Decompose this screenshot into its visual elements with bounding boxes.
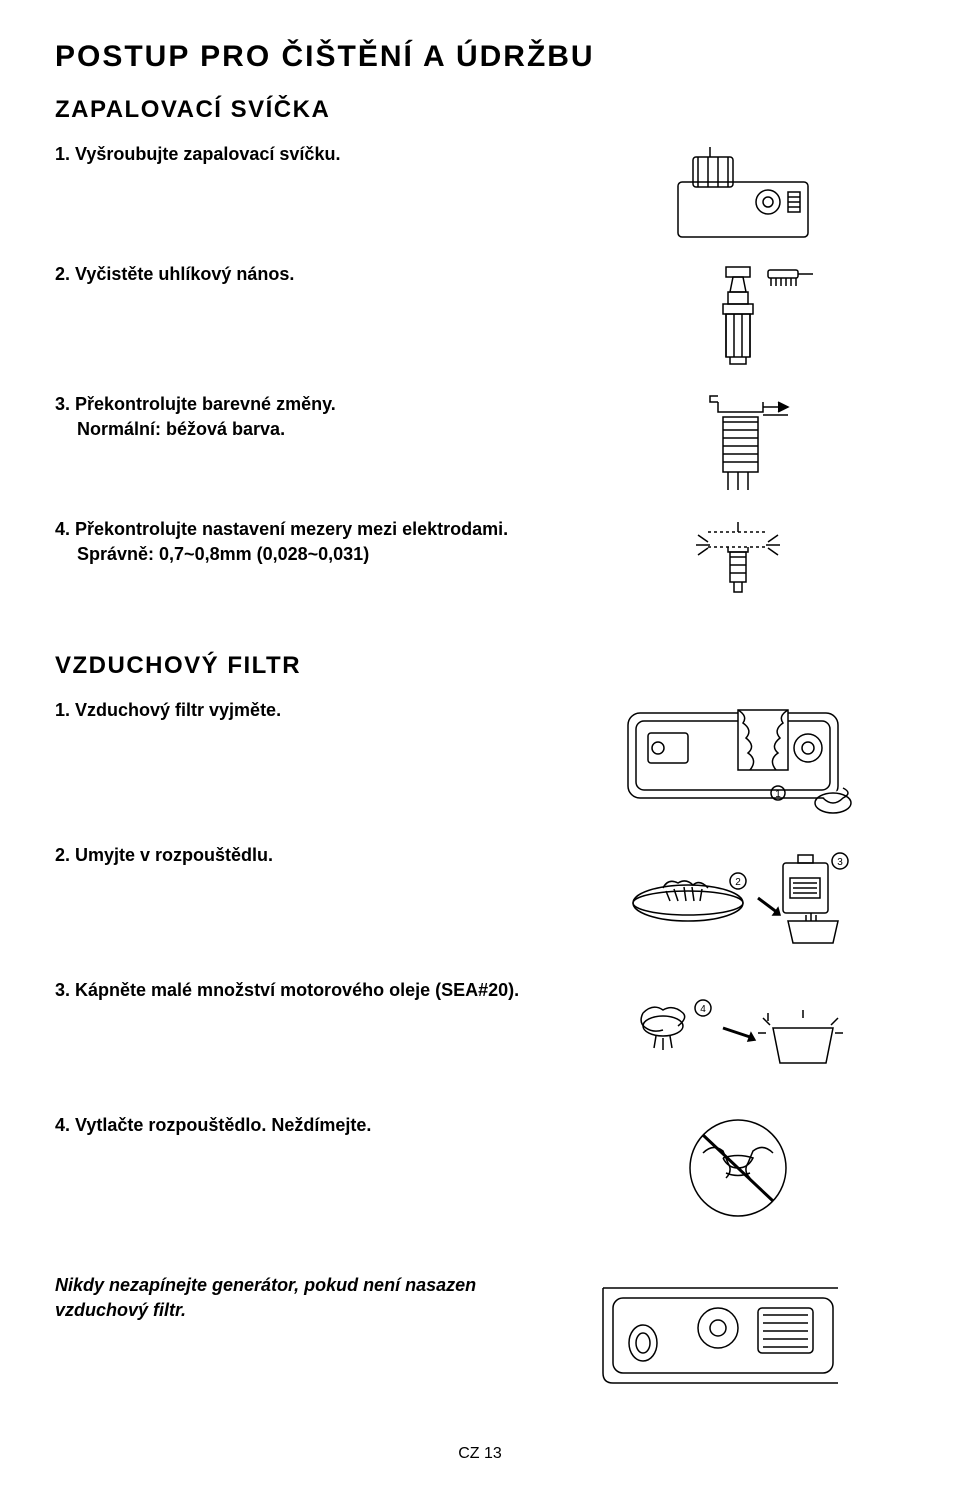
section1-step4-row: 4. Překontrolujte nastavení mezery mezi … [55,517,900,617]
section2-step4-row: 4. Vytlačte rozpouštědlo. Neždímejte. [55,1113,900,1223]
sparkplug-tip-icon [668,392,808,492]
airfilter-squeeze-icon: 4 [608,978,868,1088]
section2-step2-row: 2. Umyjte v rozpouštědlu. 2 3 [55,843,900,953]
section2-step3-text: 3. Kápněte malé množství motorového olej… [55,978,555,1003]
section2-step1-text: 1. Vzduchový filtr vyjměte. [55,698,555,723]
section2-title: VZDUCHOVÝ FILTR [55,652,900,680]
airfilter-installed-icon [588,1273,848,1393]
section2-step3-row: 3. Kápněte malé množství motorového olej… [55,978,900,1088]
section2-step2-text: 2. Umyjte v rozpouštědlu. [55,843,555,868]
section1-step4-text: 4. Překontrolujte nastavení mezery mezi … [55,517,555,542]
section1-step2-row: 2. Vyčistěte uhlíkový nános. [55,262,900,372]
section2-warning-text: Nikdy nezapínejte generátor, pokud není … [55,1273,515,1323]
section1-step3-text: 3. Překontrolujte barevné změny. [55,392,555,417]
section1-step4-sub: Správně: 0,7~0,8mm (0,028~0,031) [77,542,555,567]
page-number: CZ 13 [458,1445,502,1463]
sparkplug-clean-icon [658,262,818,372]
svg-text:2: 2 [735,877,741,888]
sparkplug-gap-icon [668,517,808,617]
airfilter-remove-icon: 1 [608,698,868,818]
section2-warning-row: Nikdy nezapínejte generátor, pokud není … [55,1273,900,1393]
svg-text:4: 4 [700,1004,706,1015]
section1-title: ZAPALOVACÍ SVÍČKA [55,96,900,124]
section1-step3-sub: Normální: béžová barva. [77,417,555,442]
svg-text:1: 1 [775,789,781,800]
airfilter-wash-oil-icon: 2 3 [608,843,868,953]
section1-step1-text: 1. Vyšroubujte zapalovací svíčku. [55,142,555,167]
airfilter-nowring-icon [648,1113,828,1223]
section1-step2-text: 2. Vyčistěte uhlíkový nános. [55,262,555,287]
section2-step1-row: 1. Vzduchový filtr vyjměte. 1 [55,698,900,818]
sparkplug-remove-icon [638,142,838,242]
svg-text:3: 3 [837,857,843,868]
section2-step4-text: 4. Vytlačte rozpouštědlo. Neždímejte. [55,1113,555,1138]
page-title: POSTUP PRO ČIŠTĚNÍ A ÚDRŽBU [55,40,900,74]
section1-step1-row: 1. Vyšroubujte zapalovací svíčku. [55,142,900,242]
section1-step3-row: 3. Překontrolujte barevné změny. Normáln… [55,392,900,492]
